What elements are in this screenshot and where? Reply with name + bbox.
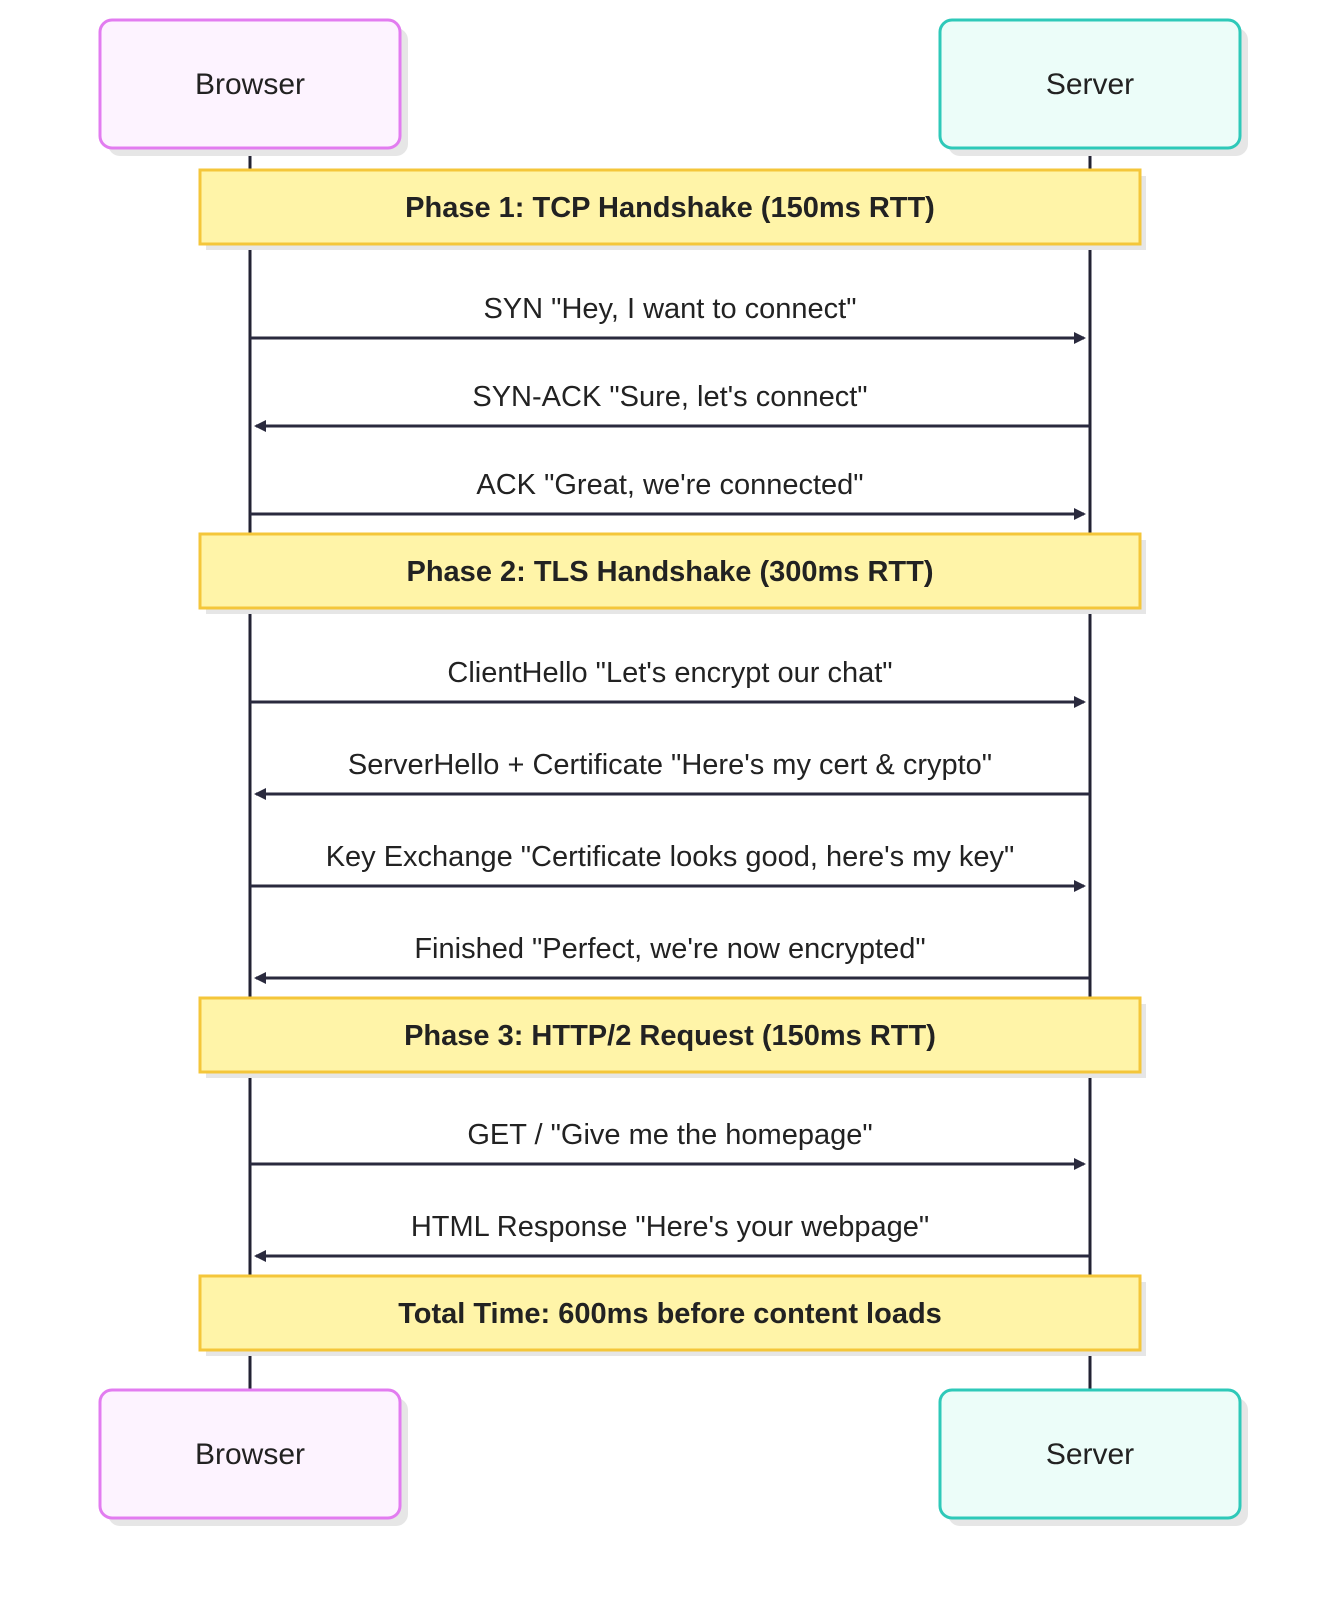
browser-participant-box [98, 1388, 402, 1520]
browser-participant-bottom: Browser [98, 1388, 408, 1526]
server-participant-label: Server [1046, 68, 1134, 101]
browser-participant-label: Browser [195, 68, 305, 101]
message-browser-to-server: ACK "Great, we're connected" [250, 469, 1086, 520]
message-server-to-browser: HTML Response "Here's your webpage" [254, 1211, 1090, 1262]
message-label: Key Exchange "Certificate looks good, he… [326, 841, 1015, 873]
message-server-to-browser: ServerHello + Certificate "Here's my cer… [254, 749, 1090, 800]
message-label: ACK "Great, we're connected" [476, 469, 863, 501]
phase-note: Phase 3: HTTP/2 Request (150ms RTT) [198, 996, 1146, 1078]
message-label: Finished "Perfect, we're now encrypted" [414, 933, 925, 965]
message-label: SYN "Hey, I want to connect" [483, 293, 856, 325]
message-label: ClientHello "Let's encrypt our chat" [447, 657, 892, 689]
phase-note-label: Phase 3: HTTP/2 Request (150ms RTT) [404, 1020, 936, 1052]
browser-participant-top: Browser [98, 18, 408, 156]
browser-participant-box [98, 18, 402, 150]
server-participant-bottom: Server [938, 1388, 1248, 1526]
message-browser-to-server: Key Exchange "Certificate looks good, he… [250, 841, 1086, 892]
message-label: ServerHello + Certificate "Here's my cer… [348, 749, 992, 781]
server-participant-box [938, 18, 1242, 150]
phase-note: Total Time: 600ms before content loads [198, 1274, 1146, 1356]
phase-note-label: Total Time: 600ms before content loads [398, 1298, 942, 1330]
message-browser-to-server: ClientHello "Let's encrypt our chat" [250, 657, 1086, 708]
phase-note-box [198, 532, 1142, 610]
phase-note-box [198, 996, 1142, 1074]
message-label: SYN-ACK "Sure, let's connect" [472, 381, 867, 413]
server-participant-box [938, 1388, 1242, 1520]
phase-note-box [198, 168, 1142, 246]
phase-note-label: Phase 2: TLS Handshake (300ms RTT) [407, 556, 934, 588]
message-server-to-browser: SYN-ACK "Sure, let's connect" [254, 381, 1090, 432]
server-participant-label: Server [1046, 1438, 1134, 1471]
message-browser-to-server: SYN "Hey, I want to connect" [250, 293, 1086, 344]
phase-note-label: Phase 1: TCP Handshake (150ms RTT) [405, 192, 935, 224]
server-participant-top: Server [938, 18, 1248, 156]
message-server-to-browser: Finished "Perfect, we're now encrypted" [254, 933, 1090, 984]
browser-participant-label: Browser [195, 1438, 305, 1471]
message-label: HTML Response "Here's your webpage" [411, 1211, 929, 1243]
phase-note: Phase 1: TCP Handshake (150ms RTT) [198, 168, 1146, 250]
message-label: GET / "Give me the homepage" [467, 1119, 872, 1151]
phase-note: Phase 2: TLS Handshake (300ms RTT) [198, 532, 1146, 614]
message-browser-to-server: GET / "Give me the homepage" [250, 1119, 1086, 1170]
phase-note-box [198, 1274, 1142, 1352]
